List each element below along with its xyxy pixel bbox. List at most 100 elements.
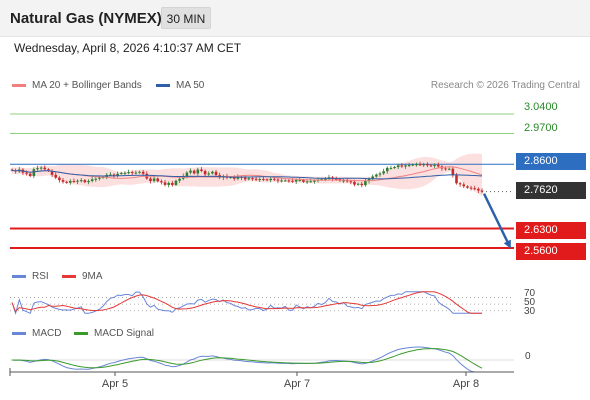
candle-body xyxy=(415,164,418,166)
candle-body xyxy=(404,165,407,167)
candle-body xyxy=(203,170,207,175)
macd-legend-label: MACD xyxy=(32,328,62,339)
candle-body xyxy=(451,168,455,176)
candle-body xyxy=(385,167,389,172)
candle-body xyxy=(178,178,181,181)
rsi-ma-line xyxy=(11,291,482,314)
candle-body xyxy=(171,182,174,185)
ma20-line xyxy=(11,166,483,182)
candle-body xyxy=(356,183,360,185)
candle-body xyxy=(265,179,269,181)
candle-body xyxy=(152,178,156,181)
ma50-legend: MA 50 xyxy=(156,80,204,92)
rsi-legend: RSI xyxy=(12,271,49,283)
candle-body xyxy=(68,181,72,183)
rsi-line xyxy=(11,291,482,316)
candle-body xyxy=(232,177,236,179)
candle-body xyxy=(174,180,178,185)
candle-body xyxy=(236,176,240,179)
s2-tag: 2.5600 xyxy=(516,243,586,260)
candle-body xyxy=(58,177,61,181)
candle-body xyxy=(433,165,436,167)
candle-body xyxy=(98,177,101,179)
candle-body xyxy=(54,174,58,178)
candle-body xyxy=(276,179,280,181)
candle-body xyxy=(258,179,262,181)
candle-body xyxy=(43,167,47,170)
candle-body xyxy=(254,178,258,180)
candle-body xyxy=(247,178,251,180)
bollinger-swatch xyxy=(12,83,26,87)
candle-body xyxy=(10,169,14,171)
rsi-ma-legend-label: 9MA xyxy=(82,271,103,282)
candle-body xyxy=(447,168,451,170)
macd-signal-line xyxy=(11,348,483,369)
candle-body xyxy=(429,165,433,167)
s1-tag: 2.6300 xyxy=(516,222,586,239)
candle-body xyxy=(72,181,76,182)
candle-body xyxy=(469,187,473,189)
rsi-level-50: 50 xyxy=(524,297,536,308)
candle-body xyxy=(28,173,32,176)
candle-body xyxy=(382,171,385,174)
r2-label: 3.0400 xyxy=(524,101,558,113)
candle-body xyxy=(207,173,211,175)
candle-body xyxy=(273,178,276,180)
candle-body xyxy=(353,181,356,185)
candle-body xyxy=(123,172,127,174)
candle-body xyxy=(61,180,65,182)
candle-body xyxy=(79,180,83,182)
candle-body xyxy=(167,182,170,185)
candle-body xyxy=(185,172,189,176)
candle-body xyxy=(25,172,28,174)
candle-body xyxy=(342,180,345,182)
ma50-line xyxy=(11,169,483,180)
candle-body xyxy=(156,178,160,182)
timeframe-badge[interactable]: 30 MIN xyxy=(161,7,211,29)
rsi-ma-legend: 9MA xyxy=(62,271,103,283)
candle-body xyxy=(189,170,192,173)
rsi-ma-swatch xyxy=(62,274,76,278)
candle-body xyxy=(160,181,163,183)
ma50-legend-label: MA 50 xyxy=(176,80,205,91)
candle-body xyxy=(375,174,378,177)
candle-body xyxy=(262,179,265,181)
candle-body xyxy=(309,181,313,183)
candle-body xyxy=(134,172,138,174)
bollinger-legend: MA 20 + Bollinger Bands xyxy=(12,80,142,92)
candle-body xyxy=(65,181,68,183)
candle-body xyxy=(473,188,477,190)
candle-body xyxy=(407,165,411,167)
candle-body xyxy=(116,173,119,176)
datetime-label: Wednesday, April 8, 2026 4:10:37 AM CET xyxy=(14,41,242,55)
candle-body xyxy=(50,170,54,175)
candle-body xyxy=(287,180,291,182)
candle-body xyxy=(378,173,382,175)
candle-body xyxy=(109,174,112,176)
candle-body xyxy=(466,186,469,188)
candle-body xyxy=(87,181,90,183)
candle-body xyxy=(130,172,134,174)
candle-body xyxy=(302,179,305,182)
candle-body xyxy=(455,175,458,184)
instrument-title: Natural Gas (NYMEX) xyxy=(10,10,162,27)
candle-body xyxy=(138,171,141,173)
forecast-arrow xyxy=(482,193,511,249)
rsi-level-70: 70 xyxy=(524,288,536,299)
candle-body xyxy=(269,178,272,181)
candle-body xyxy=(418,164,422,166)
candle-body xyxy=(94,178,98,180)
candle-body xyxy=(298,179,302,181)
candle-body xyxy=(371,176,374,179)
macd-line xyxy=(11,346,482,373)
candle-body xyxy=(291,180,294,182)
macd-signal-swatch xyxy=(74,331,88,335)
candle-body xyxy=(280,180,283,182)
macd-zero-label: 0 xyxy=(525,351,531,362)
candle-body xyxy=(411,164,415,166)
candle-body xyxy=(389,167,393,169)
candle-body xyxy=(76,180,79,182)
candle-body xyxy=(214,171,218,176)
rsi-legend-label: RSI xyxy=(32,271,49,282)
